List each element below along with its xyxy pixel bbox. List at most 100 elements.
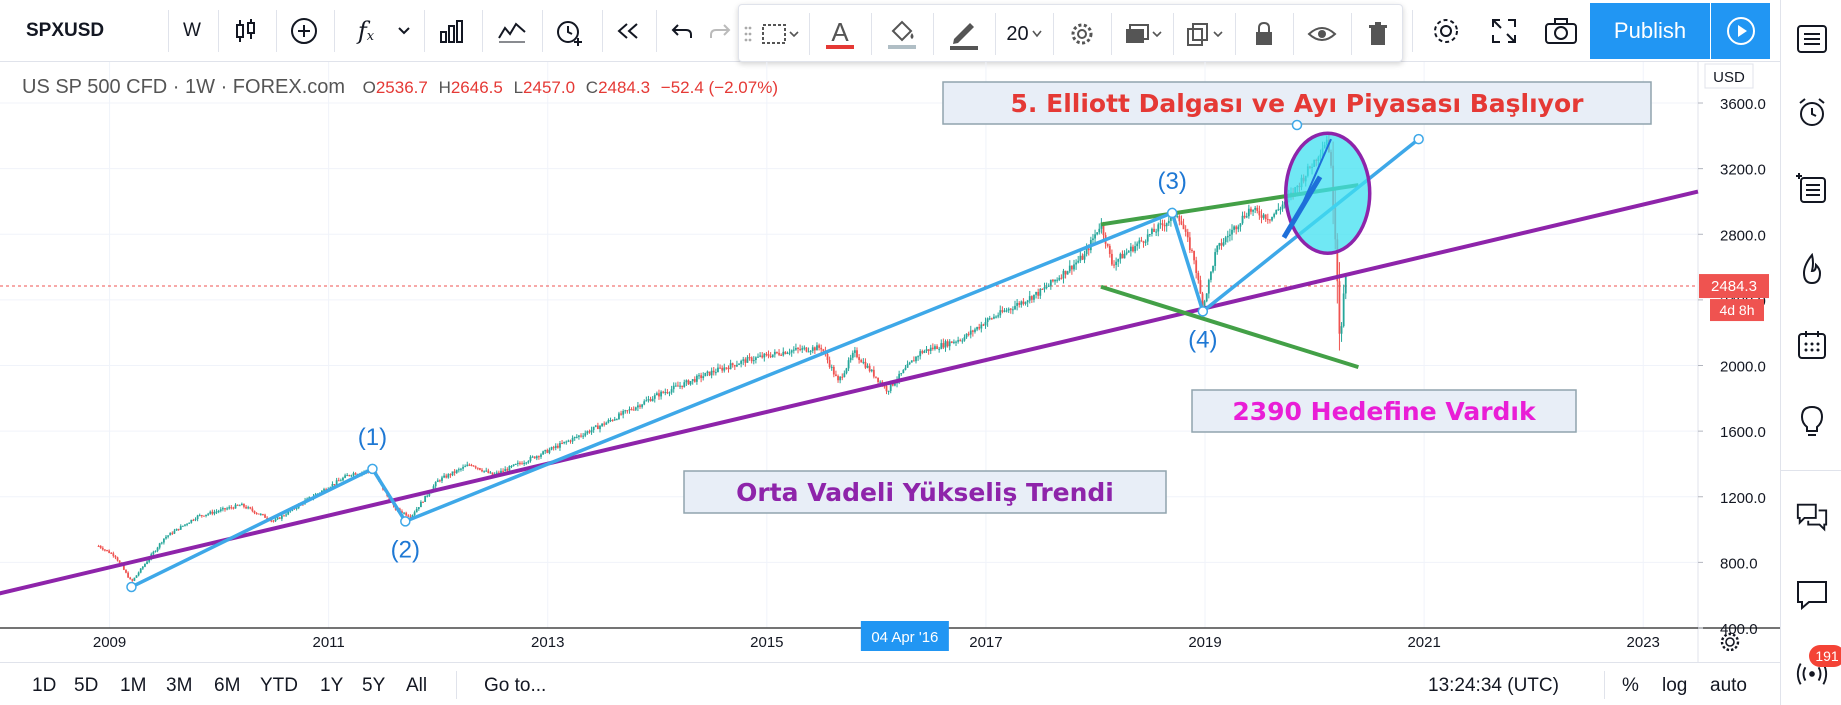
candle-body bbox=[963, 337, 966, 341]
candle-body bbox=[272, 520, 275, 522]
candle-body bbox=[792, 349, 795, 351]
candle-body bbox=[489, 472, 492, 474]
candle-body bbox=[460, 468, 462, 470]
candle-body bbox=[578, 435, 580, 437]
ideas-lightbulb-icon[interactable] bbox=[1795, 405, 1829, 439]
candle-body bbox=[169, 532, 172, 536]
templates-icon[interactable] bbox=[492, 8, 532, 54]
candle-body bbox=[1026, 300, 1029, 303]
candle-style-icon[interactable] bbox=[228, 8, 264, 54]
candle-body bbox=[173, 530, 176, 534]
auto-scale-toggle[interactable]: auto bbox=[1710, 675, 1747, 696]
candle-body bbox=[228, 507, 231, 509]
candle-body bbox=[1153, 228, 1155, 232]
candle-body bbox=[988, 318, 991, 320]
drag-handle-icon[interactable] bbox=[741, 11, 755, 57]
range-button-1m[interactable]: 1M bbox=[120, 675, 147, 696]
template-select-icon[interactable] bbox=[757, 11, 803, 57]
current-price-tag: 2484.3 4d 8h bbox=[1699, 274, 1769, 322]
play-icon[interactable] bbox=[1711, 3, 1770, 59]
candle-body bbox=[531, 456, 534, 458]
candle-body bbox=[1108, 245, 1111, 254]
annotation-labels[interactable]: (1)(2)(3)(4)(5)5. Elliott Dalgası ve Ayı… bbox=[358, 81, 1652, 563]
financials-bars-icon[interactable] bbox=[432, 8, 472, 54]
calendar-icon[interactable] bbox=[1795, 328, 1829, 362]
watchlist-icon[interactable] bbox=[1795, 22, 1829, 56]
candle-body bbox=[1178, 216, 1181, 222]
publish-button[interactable]: Publish bbox=[1590, 3, 1710, 59]
range-button-ytd[interactable]: YTD bbox=[260, 675, 298, 696]
price-tick-label: 1600.0 bbox=[1720, 424, 1766, 441]
fullscreen-icon[interactable] bbox=[1482, 8, 1526, 54]
candle-body bbox=[592, 426, 595, 430]
symbol-search-button[interactable]: SPXUSD bbox=[26, 20, 105, 41]
candle-body bbox=[620, 413, 622, 415]
range-button-3m[interactable]: 3M bbox=[166, 675, 193, 696]
range-button-5d[interactable]: 5D bbox=[74, 675, 99, 696]
candle-body bbox=[200, 515, 203, 517]
drawing-settings-icon[interactable] bbox=[1059, 11, 1105, 57]
candle-body bbox=[990, 318, 993, 320]
candle-body bbox=[224, 508, 226, 510]
wave-label: (3) bbox=[1157, 168, 1186, 195]
trend-callout[interactable]: Orta Vadeli Yükseliş Trendi bbox=[683, 470, 1167, 514]
alarm-clock-icon[interactable] bbox=[1795, 96, 1829, 130]
visibility-layers-icon[interactable] bbox=[1117, 11, 1167, 57]
range-button-1y[interactable]: 1Y bbox=[320, 675, 344, 696]
close-label: C bbox=[585, 78, 599, 97]
low-value: 2457.0 bbox=[523, 78, 576, 97]
candle-body bbox=[348, 475, 351, 477]
chevron-down-icon[interactable] bbox=[392, 8, 416, 54]
trash-icon[interactable] bbox=[1355, 11, 1401, 57]
range-button-1d[interactable]: 1D bbox=[32, 675, 57, 696]
undo-icon[interactable] bbox=[664, 8, 700, 54]
title-callout[interactable]: 5. Elliott Dalgası ve Ayı Piyasası Başlı… bbox=[942, 81, 1652, 125]
drawings[interactable] bbox=[0, 131, 1699, 598]
time-axis[interactable]: 2009 2011 2013 2015 2017 2019 2021 2023 bbox=[93, 634, 1660, 651]
candle-body bbox=[255, 513, 258, 515]
fill-bucket-icon[interactable] bbox=[877, 11, 927, 57]
text-color-icon[interactable]: A bbox=[815, 11, 865, 57]
percent-scale-toggle[interactable]: % bbox=[1622, 675, 1639, 696]
messages-icon[interactable] bbox=[1795, 578, 1829, 612]
candle-body bbox=[1344, 274, 1347, 294]
compare-plus-icon[interactable] bbox=[284, 8, 324, 54]
clone-icon[interactable] bbox=[1179, 11, 1229, 57]
price-chart[interactable]: 400.0800.01200.01600.02000.02400.02800.0… bbox=[0, 62, 1780, 662]
settings-gear-icon[interactable] bbox=[1424, 8, 1468, 54]
lock-icon[interactable] bbox=[1241, 11, 1287, 57]
time-tick-label: 2013 bbox=[531, 634, 564, 651]
chart-legend[interactable]: US SP 500 CFD · 1W · FOREX.com O2536.7 H… bbox=[22, 76, 778, 99]
range-button-6m[interactable]: 6M bbox=[214, 675, 241, 696]
eye-icon[interactable] bbox=[1299, 11, 1345, 57]
candle-body bbox=[346, 475, 349, 477]
utc-clock[interactable]: 13:24:34 (UTC) bbox=[1428, 675, 1559, 696]
candle-body bbox=[118, 560, 121, 563]
alert-clock-icon[interactable] bbox=[548, 8, 592, 54]
high-value: 2646.5 bbox=[450, 78, 503, 97]
border-pencil-icon[interactable] bbox=[939, 11, 989, 57]
replay-rewind-icon[interactable] bbox=[608, 8, 648, 54]
candle-body bbox=[944, 341, 947, 348]
log-scale-toggle[interactable]: log bbox=[1662, 675, 1688, 696]
redo-icon[interactable] bbox=[702, 8, 738, 54]
candle-body bbox=[1146, 234, 1149, 242]
font-size-dropdown[interactable]: 20 bbox=[1001, 11, 1047, 57]
chats-icon[interactable] bbox=[1795, 500, 1829, 534]
news-icon[interactable] bbox=[1795, 172, 1829, 206]
range-button-5y[interactable]: 5Y bbox=[362, 675, 386, 696]
snapshot-camera-icon[interactable] bbox=[1538, 8, 1584, 54]
chart-pane[interactable]: 400.0800.01200.01600.02000.02400.02800.0… bbox=[0, 62, 1780, 662]
axis-settings-gear-icon[interactable] bbox=[1720, 632, 1740, 652]
goto-date-button[interactable]: Go to... bbox=[484, 675, 547, 696]
candle-body bbox=[677, 385, 679, 387]
hotlists-flame-icon[interactable] bbox=[1795, 252, 1829, 286]
wave-label: (4) bbox=[1188, 326, 1217, 353]
trend-line bbox=[0, 189, 1699, 596]
target-callout[interactable]: 2390 Hedefine Vardık bbox=[1191, 389, 1577, 433]
range-button-all[interactable]: All bbox=[406, 675, 428, 696]
sidebar-divider bbox=[1781, 470, 1841, 471]
interval-button[interactable]: W bbox=[183, 20, 201, 41]
candle-body bbox=[1250, 208, 1252, 212]
